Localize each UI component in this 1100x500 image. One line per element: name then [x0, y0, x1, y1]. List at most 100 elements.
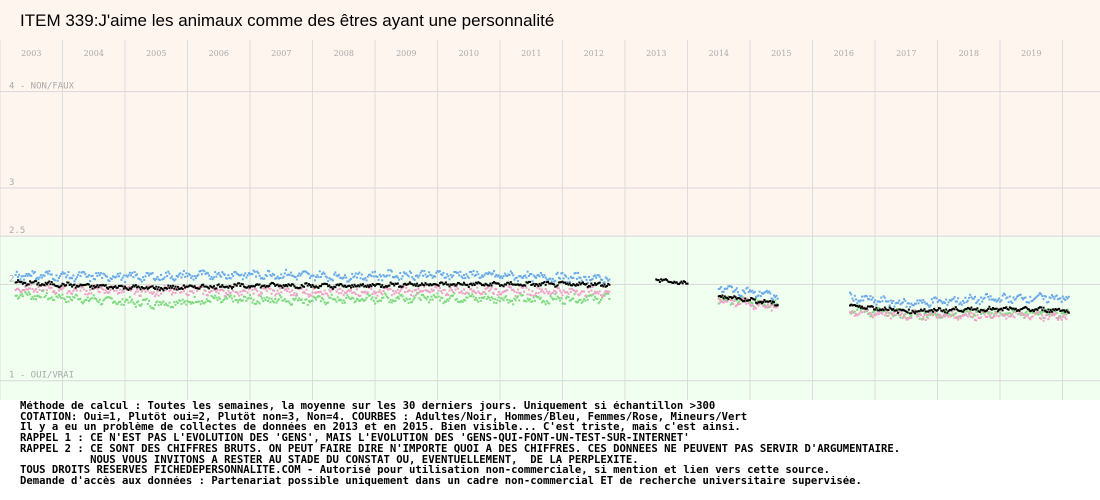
point-femmes — [154, 295, 157, 298]
point-adultes — [452, 283, 455, 286]
point-adultes — [894, 309, 897, 312]
point-adultes — [117, 284, 120, 287]
point-mineurs — [211, 296, 214, 299]
point-mineurs — [255, 302, 258, 305]
point-mineurs — [19, 294, 22, 297]
point-femmes — [450, 289, 453, 292]
point-adultes — [355, 285, 358, 288]
point-adultes — [859, 306, 862, 309]
point-femmes — [464, 292, 467, 295]
point-hommes — [247, 272, 250, 275]
point-hommes — [898, 299, 901, 302]
point-mineurs — [217, 296, 220, 299]
point-adultes — [503, 283, 506, 286]
point-adultes — [111, 287, 114, 290]
point-mineurs — [364, 298, 367, 301]
point-adultes — [577, 284, 580, 287]
point-mineurs — [87, 300, 90, 303]
point-adultes — [414, 284, 417, 287]
point-adultes — [923, 308, 926, 311]
point-mineurs — [995, 311, 998, 314]
point-hommes — [376, 275, 379, 278]
point-mineurs — [417, 292, 420, 295]
point-hommes — [43, 274, 46, 277]
point-adultes — [166, 287, 169, 290]
point-femmes — [392, 289, 395, 292]
point-femmes — [232, 289, 235, 292]
point-hommes — [547, 278, 550, 281]
point-hommes — [869, 295, 872, 298]
point-mineurs — [428, 301, 431, 304]
point-adultes — [978, 310, 981, 313]
point-hommes — [1061, 295, 1064, 298]
point-mineurs — [532, 296, 535, 299]
point-femmes — [597, 292, 600, 295]
point-femmes — [126, 286, 129, 289]
point-hommes — [14, 273, 17, 276]
point-hommes — [162, 277, 165, 280]
point-mineurs — [101, 302, 104, 305]
point-femmes — [517, 288, 520, 291]
point-adultes — [473, 283, 476, 286]
point-femmes — [925, 314, 928, 317]
point-hommes — [569, 275, 572, 278]
point-mineurs — [505, 295, 508, 298]
point-mineurs — [557, 297, 560, 300]
point-hommes — [881, 300, 884, 303]
point-adultes — [496, 282, 499, 285]
point-mineurs — [269, 301, 272, 304]
point-mineurs — [1048, 313, 1051, 316]
point-femmes — [263, 287, 266, 290]
point-femmes — [499, 293, 501, 296]
point-mineurs — [954, 312, 957, 315]
point-hommes — [939, 299, 942, 302]
point-hommes — [35, 278, 38, 281]
point-adultes — [1014, 307, 1017, 310]
point-femmes — [951, 310, 954, 313]
point-hommes — [56, 279, 59, 282]
point-femmes — [734, 305, 737, 308]
point-hommes — [103, 273, 106, 276]
point-femmes — [333, 286, 336, 289]
point-hommes — [855, 298, 858, 301]
point-hommes — [990, 298, 993, 301]
point-mineurs — [367, 294, 370, 297]
point-adultes — [205, 285, 208, 288]
point-mineurs — [585, 296, 588, 299]
point-mineurs — [145, 297, 148, 300]
point-hommes — [901, 301, 904, 304]
point-femmes — [485, 287, 488, 290]
point-mineurs — [127, 301, 130, 304]
point-femmes — [940, 315, 943, 318]
point-mineurs — [229, 294, 232, 297]
point-hommes — [1025, 301, 1028, 304]
point-mineurs — [200, 300, 203, 303]
point-adultes — [432, 283, 435, 286]
point-hommes — [408, 270, 411, 273]
point-femmes — [233, 285, 236, 288]
point-hommes — [185, 272, 188, 275]
point-adultes — [63, 284, 66, 287]
x-tick-label-2009: 2009 — [396, 49, 416, 58]
point-adultes — [483, 284, 486, 287]
point-hommes — [138, 277, 141, 280]
point-adultes — [419, 284, 422, 287]
point-adultes — [240, 282, 243, 285]
point-femmes — [328, 289, 331, 292]
point-mineurs — [1001, 314, 1004, 317]
point-femmes — [757, 304, 760, 307]
point-mineurs — [999, 311, 1002, 314]
point-adultes — [411, 283, 414, 286]
point-femmes — [259, 291, 262, 294]
point-adultes — [918, 310, 921, 313]
point-hommes — [580, 279, 583, 282]
point-hommes — [1064, 298, 1067, 301]
point-hommes — [96, 274, 99, 277]
point-adultes — [966, 306, 969, 309]
point-hommes — [127, 274, 130, 277]
point-adultes — [775, 304, 778, 307]
point-adultes — [764, 300, 767, 303]
point-adultes — [1002, 306, 1005, 309]
point-femmes — [221, 288, 224, 291]
point-femmes — [532, 294, 535, 297]
